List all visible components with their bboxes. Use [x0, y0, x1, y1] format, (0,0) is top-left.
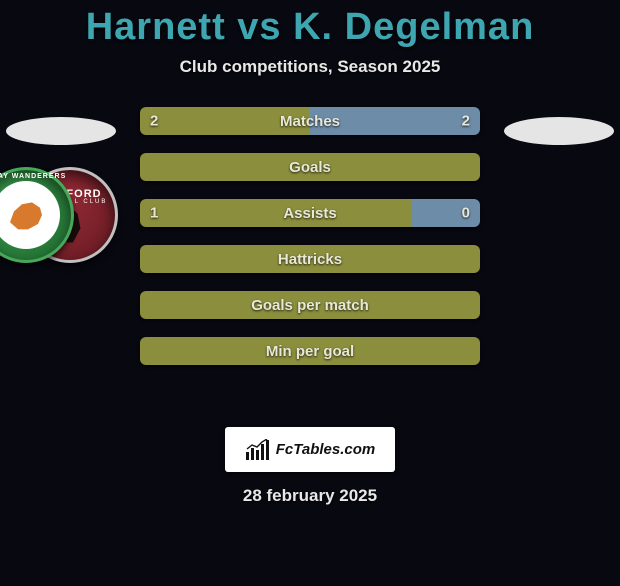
stat-label: Goals per match	[251, 297, 369, 314]
source-logo-text: FcTables.com	[276, 441, 375, 458]
stat-value-right: 2	[462, 113, 470, 130]
right-team-name: BRAY WANDERERS	[0, 173, 71, 180]
stat-value-left: 2	[150, 113, 158, 130]
subtitle: Club competitions, Season 2025	[0, 57, 620, 77]
stat-row: Min per goal	[140, 337, 480, 365]
stat-label: Min per goal	[266, 343, 354, 360]
stat-label: Matches	[280, 113, 340, 130]
stat-value-right: 0	[462, 205, 470, 222]
stat-label: Hattricks	[278, 251, 342, 268]
right-player-oval	[504, 117, 614, 145]
stat-label: Goals	[289, 159, 331, 176]
stat-row: 2 2 Matches	[140, 107, 480, 135]
stat-value-left: 1	[150, 205, 158, 222]
stat-row: 1 0 Assists	[140, 199, 480, 227]
date-text: 28 february 2025	[0, 486, 620, 506]
horse-icon	[6, 197, 46, 233]
right-team-inner	[0, 181, 60, 249]
stat-row: Hattricks	[140, 245, 480, 273]
source-logo[interactable]: FcTables.com	[225, 427, 395, 472]
chart-icon	[245, 439, 271, 461]
page-title: Harnett vs K. Degelman	[0, 6, 620, 49]
stat-label: Assists	[283, 205, 336, 222]
stat-row: Goals per match	[140, 291, 480, 319]
stat-row: Goals	[140, 153, 480, 181]
comparison-area: WEXFORD FOOTBALL CLUB BRAY WANDERERS 22M…	[0, 107, 620, 407]
stat-fill-left	[140, 199, 412, 227]
stat-bars: 2 2 Matches Goals 1 0 Assists Hattricks Goals pe…	[140, 107, 480, 365]
left-player-oval	[6, 117, 116, 145]
